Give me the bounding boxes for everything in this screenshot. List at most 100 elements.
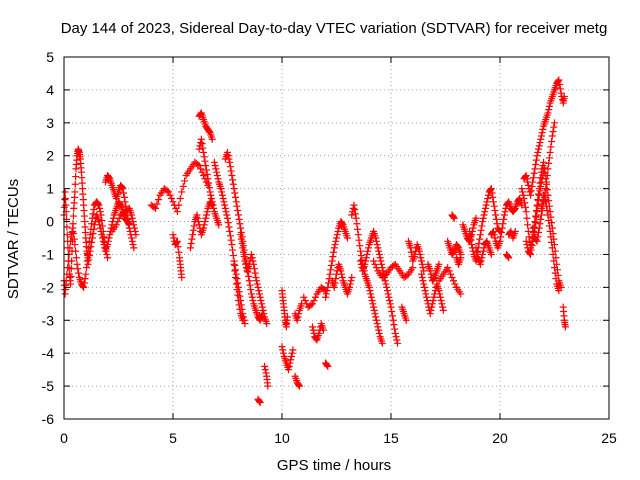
data-point [534,233,542,241]
data-point [96,204,104,212]
data-point [549,250,557,258]
data-point [546,227,554,235]
data-point [555,287,563,295]
data-point [211,162,219,170]
data-point [540,158,548,166]
data-point [208,135,216,143]
data-point [220,198,228,206]
data-point [358,256,366,264]
data-point [229,252,237,260]
data-point [199,144,207,152]
data-point [227,167,235,175]
data-point [237,235,245,243]
data-point [473,247,481,255]
data-point [545,154,553,162]
data-point [374,323,382,331]
data-point [350,201,358,209]
data-point [189,231,197,239]
data-point [368,297,376,305]
data-point [551,264,558,272]
data-point [532,219,540,227]
data-point [224,148,231,156]
data-point [228,171,236,179]
data-point [430,275,438,283]
data-point [128,237,136,245]
data-point [72,247,80,255]
data-point [85,256,93,264]
data-point [248,254,256,262]
data-point [120,189,128,197]
data-point [375,329,383,337]
data-point [257,297,265,305]
data-point [361,260,369,268]
data-point [409,264,417,272]
data-point [490,202,498,210]
data-point [481,204,489,212]
data-point [550,123,558,131]
y-tick-label: 3 [46,115,54,131]
data-point [283,313,291,321]
data-point [202,214,210,222]
data-point [173,238,181,246]
data-point [233,275,241,283]
data-point [240,253,248,261]
data-point [62,201,70,209]
data-point [256,293,264,301]
data-point [354,231,362,239]
data-point [356,247,364,255]
data-point [202,211,210,219]
data-point [545,102,553,110]
data-point [527,187,535,195]
data-point [521,203,529,211]
y-tick-label: 1 [46,181,54,197]
data-point [75,269,83,277]
data-point [556,80,564,88]
data-point [287,352,295,360]
data-point [246,281,254,289]
data-point [98,231,106,239]
data-point [202,162,210,170]
data-point [472,214,480,222]
data-point [499,220,507,228]
data-point [69,230,77,238]
data-point [373,320,381,328]
data-point [338,273,346,281]
data-point [67,272,75,280]
data-point [533,201,541,209]
data-point [372,316,380,324]
data-point [70,235,78,243]
data-point [333,234,340,242]
data-point [447,270,455,278]
data-point [179,182,187,190]
x-tick-label: 25 [601,430,617,446]
data-point [384,290,392,298]
data-point [488,189,496,197]
data-point [197,135,205,143]
data-point [364,244,372,252]
data-point [520,195,528,203]
data-point [130,244,138,252]
data-point [391,325,399,333]
data-point [472,244,480,252]
data-point [527,246,535,254]
data-point [84,260,92,268]
data-point [235,215,243,223]
data-point [68,229,76,237]
data-point [225,223,233,231]
data-point [500,215,508,223]
data-point [231,193,239,201]
data-point [245,277,253,285]
data-point [237,224,245,232]
data-point [289,346,297,354]
data-point [374,244,382,252]
data-point [527,191,535,199]
data-point [232,270,240,278]
data-point [249,297,257,305]
data-point [450,214,458,222]
data-point [362,254,370,262]
data-point [483,198,491,206]
data-point [235,301,243,309]
data-point [229,246,237,254]
data-point [430,293,438,301]
data-point [154,196,162,204]
